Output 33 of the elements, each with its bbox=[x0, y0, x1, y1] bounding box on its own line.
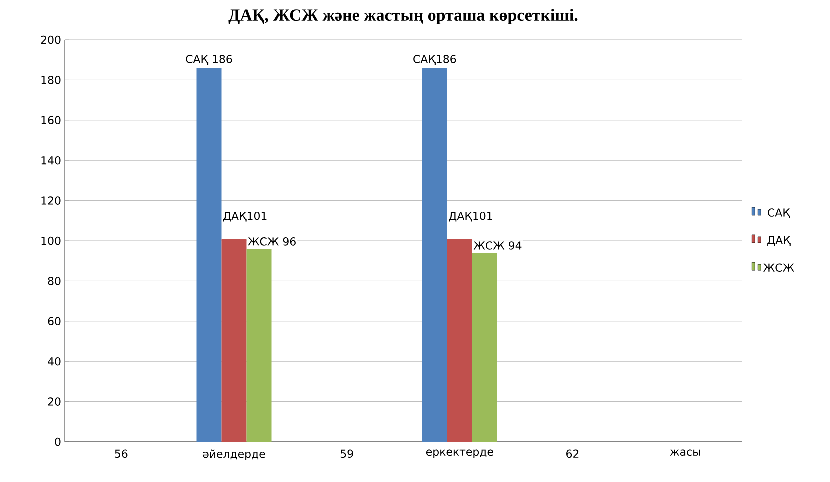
y-tick-label: 40 bbox=[48, 357, 61, 366]
data-label: САҚ186 bbox=[414, 55, 456, 65]
y-tick-label: 120 bbox=[42, 196, 61, 205]
chart-title: ДАҚ, ЖСЖ және жастың орташа көрсеткіші. bbox=[228, 9, 578, 24]
legend-label: ЖСЖ bbox=[764, 264, 794, 272]
x-tick-label: еркектерде bbox=[426, 450, 494, 458]
y-tick-label: 100 bbox=[42, 236, 61, 246]
data-label: ДАҚ101 bbox=[449, 212, 492, 222]
y-tick-label: 160 bbox=[42, 116, 61, 125]
x-tick-label: әйелдерде bbox=[203, 450, 266, 460]
bar bbox=[472, 253, 498, 442]
y-tick-label: 60 bbox=[48, 317, 61, 326]
y-tick-label: 20 bbox=[48, 398, 61, 406]
y-tick-label: 180 bbox=[42, 76, 61, 84]
y-tick-label: 200 bbox=[41, 36, 61, 44]
legend-label: ДАҚ bbox=[768, 236, 791, 246]
bar bbox=[447, 238, 472, 442]
y-tick-label: 140 bbox=[42, 156, 61, 165]
bar bbox=[196, 68, 222, 442]
x-tick-label: жасы bbox=[670, 450, 700, 456]
bar bbox=[246, 249, 272, 442]
data-label: ЖСЖ 94 bbox=[474, 242, 522, 250]
y-tick-label: 80 bbox=[48, 277, 61, 286]
x-tick-label: 56 bbox=[115, 450, 128, 458]
x-tick-label: 59 bbox=[340, 450, 354, 458]
data-label: ЖСЖ 96 bbox=[248, 238, 296, 246]
x-tick-label: 62 bbox=[566, 450, 579, 458]
data-label: САҚ 186 bbox=[186, 55, 232, 65]
y-tick-label: 0 bbox=[55, 438, 61, 446]
legend-label: САҚ bbox=[768, 208, 790, 218]
bar bbox=[222, 238, 247, 442]
bar bbox=[422, 68, 448, 442]
data-label: ДАҚ101 bbox=[223, 212, 267, 222]
